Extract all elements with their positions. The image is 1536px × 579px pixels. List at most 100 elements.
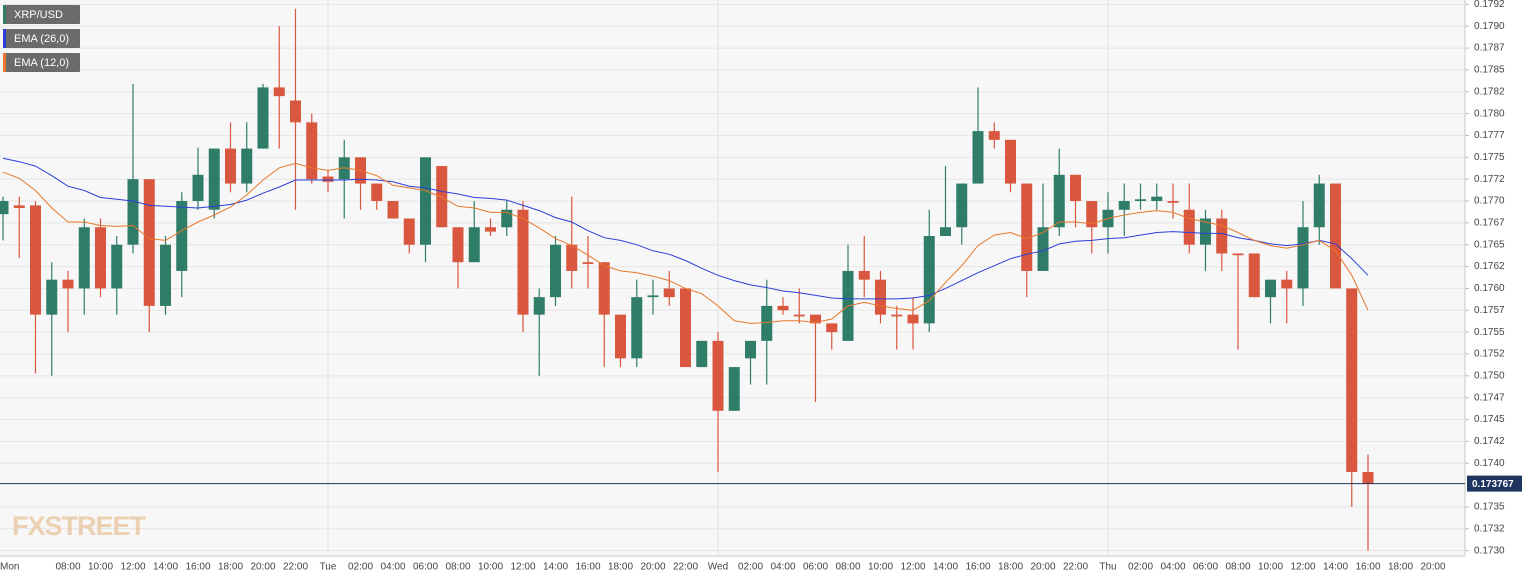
- candle-body: [956, 183, 968, 228]
- y-tick-label: 0.1787: [1474, 43, 1505, 54]
- ema-line: [2, 157, 1369, 300]
- candle-body: [192, 174, 204, 202]
- legend-box: [3, 5, 80, 24]
- candle-body: [46, 279, 58, 315]
- legend-swatch: [3, 29, 6, 48]
- y-tick-label: 0.1760: [1474, 283, 1505, 294]
- y-tick-label: 0.1777: [1474, 130, 1505, 141]
- candle-body: [436, 166, 448, 228]
- candle-body: [696, 340, 708, 368]
- x-tick-label: 10:00: [478, 562, 503, 573]
- x-tick-label: 20:00: [1420, 562, 1445, 573]
- candle-body: [485, 227, 496, 232]
- candle-body: [501, 209, 513, 228]
- candle-body: [972, 131, 984, 184]
- x-tick-label: 12:00: [120, 562, 145, 573]
- candle-body: [1265, 279, 1276, 298]
- legend-label: XRP/USD: [14, 9, 63, 21]
- candle-body: [1037, 227, 1049, 271]
- legend-swatch: [3, 53, 6, 72]
- candle-body: [1135, 199, 1146, 202]
- candle-body: [387, 201, 399, 219]
- candle-body: [923, 235, 935, 324]
- legend-box: [3, 29, 80, 48]
- x-tick-label: 06:00: [413, 562, 438, 573]
- candle-body: [550, 244, 561, 298]
- candle-body: [1118, 201, 1130, 210]
- x-tick-label: 22:00: [283, 562, 308, 573]
- x-tick-label: 18:00: [608, 562, 633, 573]
- candle-body: [111, 244, 123, 289]
- candle-body: [1086, 201, 1098, 228]
- candle-body: [647, 295, 659, 298]
- candle-body: [1053, 174, 1065, 228]
- y-tick-label: 0.1767: [1474, 218, 1505, 229]
- candle-body: [1021, 183, 1033, 271]
- x-tick-label: 20:00: [1030, 562, 1055, 573]
- x-tick-label: Tue: [320, 562, 337, 573]
- x-tick-label: 08:00: [835, 562, 860, 573]
- x-tick-label: 14:00: [543, 562, 568, 573]
- x-tick-label: 06:00: [803, 562, 828, 573]
- y-tick-label: 0.1752: [1474, 349, 1505, 360]
- y-tick-label: 0.1742: [1474, 436, 1505, 447]
- y-tick-label: 0.1730: [1474, 545, 1505, 556]
- x-tick-label: 16:00: [185, 562, 210, 573]
- x-tick-label: 10:00: [868, 562, 893, 573]
- y-tick-label: 0.1740: [1474, 458, 1505, 469]
- candle-body: [680, 288, 691, 368]
- y-tick-label: 0.1782: [1474, 86, 1505, 97]
- ema-line: [2, 162, 1369, 324]
- candle-body: [241, 148, 253, 184]
- watermark: FXSTREET: [12, 511, 147, 541]
- candle-body: [371, 183, 383, 202]
- candle-body: [1216, 218, 1228, 254]
- candle-body: [940, 227, 951, 236]
- candle-body: [306, 122, 318, 180]
- candle-body: [468, 227, 480, 263]
- x-tick-label: Mon: [0, 562, 19, 573]
- candle-body: [1248, 253, 1260, 298]
- x-tick-label: 22:00: [673, 562, 698, 573]
- x-tick-label: 20:00: [250, 562, 275, 573]
- candle-body: [533, 297, 545, 315]
- candle-body: [1330, 183, 1341, 289]
- candle-body: [1362, 471, 1374, 484]
- candle-body: [127, 179, 139, 245]
- candle-body: [745, 340, 756, 359]
- x-tick-label: 08:00: [55, 562, 80, 573]
- candle-body: [988, 131, 1000, 140]
- x-tick-label: Thu: [1099, 562, 1116, 573]
- x-tick-label: 18:00: [218, 562, 243, 573]
- candle-body: [143, 179, 155, 306]
- y-tick-label: 0.1750: [1474, 370, 1505, 381]
- y-tick-label: 0.1790: [1474, 21, 1505, 32]
- y-tick-label: 0.1772: [1474, 174, 1505, 185]
- candle-body: [30, 205, 41, 315]
- x-tick-label: 14:00: [933, 562, 958, 573]
- candle-body: [582, 262, 594, 264]
- candle-body: [566, 244, 578, 271]
- candle-body: [631, 297, 643, 359]
- plot-area: [0, 0, 1465, 556]
- legend-label: EMA (12,0): [14, 57, 69, 69]
- candle-body: [1167, 201, 1179, 203]
- x-tick-label: 10:00: [88, 562, 113, 573]
- candle-body: [761, 305, 773, 341]
- x-tick-label: 08:00: [1225, 562, 1250, 573]
- candle-body: [1281, 279, 1293, 289]
- x-tick-label: 14:00: [153, 562, 178, 573]
- candle-body: [1200, 218, 1211, 245]
- x-tick-label: 14:00: [1323, 562, 1348, 573]
- last-price-label: 0.173767: [1472, 479, 1514, 490]
- x-tick-label: 08:00: [445, 562, 470, 573]
- candle-body: [1346, 288, 1358, 472]
- candle-body: [176, 201, 188, 271]
- x-tick-label: 12:00: [900, 562, 925, 573]
- x-tick-label: 02:00: [1128, 562, 1153, 573]
- x-tick-label: 02:00: [738, 562, 763, 573]
- candle-body: [95, 227, 106, 289]
- candle-body: [517, 209, 529, 315]
- candle-body: [322, 176, 334, 182]
